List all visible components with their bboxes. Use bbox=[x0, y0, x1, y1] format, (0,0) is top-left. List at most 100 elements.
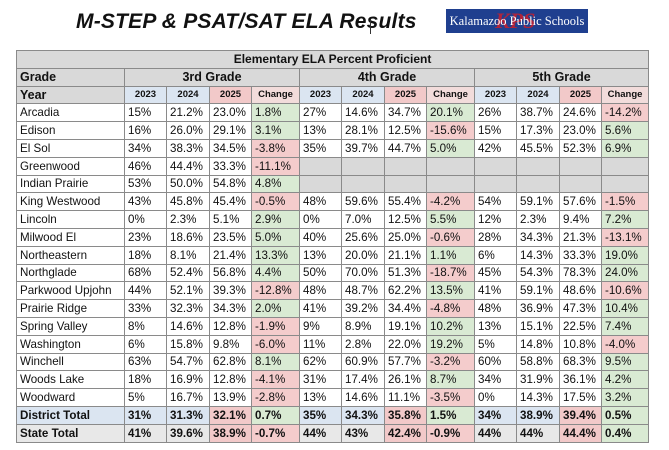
grade-3-header: 3rd Grade bbox=[124, 67, 300, 87]
change-cell: -0.9% bbox=[426, 423, 475, 443]
empty-cell bbox=[559, 174, 602, 194]
change-cell: 3.2% bbox=[600, 388, 650, 407]
school-name: Washington bbox=[16, 334, 125, 354]
table-row: Winchell 63% 54.7% 62.8% 8.1% 62% 60.9% 57.7% -3… bbox=[16, 352, 650, 372]
change-cell: 5.0% bbox=[426, 138, 475, 158]
change-cell: -4.1% bbox=[251, 370, 300, 390]
percent-cell: 13% bbox=[299, 121, 342, 140]
empty-cell bbox=[516, 156, 560, 176]
percent-cell: 41% bbox=[299, 299, 342, 318]
percent-cell: 60% bbox=[474, 352, 517, 372]
percent-cell: 17.5% bbox=[559, 388, 602, 407]
percent-cell: 33% bbox=[124, 299, 167, 318]
percent-cell: 63% bbox=[124, 352, 167, 372]
percent-cell: 23% bbox=[124, 227, 167, 247]
percent-cell: 36.9% bbox=[516, 299, 560, 318]
percent-cell: 2.3% bbox=[166, 210, 210, 229]
percent-cell: 6% bbox=[474, 245, 517, 265]
percent-cell: 53% bbox=[124, 174, 167, 194]
percent-cell: 21.2% bbox=[166, 103, 210, 123]
percent-cell: 43% bbox=[124, 192, 167, 212]
year-column-header: 2025 bbox=[384, 85, 427, 105]
change-cell: 4.2% bbox=[600, 370, 650, 390]
change-cell: -2.8% bbox=[251, 388, 300, 407]
change-cell: -4.2% bbox=[426, 192, 475, 212]
percent-cell: 34.3% bbox=[209, 299, 252, 318]
school-name: District Total bbox=[16, 405, 125, 425]
table-row: Parkwood Upjohn 44% 52.1% 39.3% -12.8% 48% 48.… bbox=[16, 281, 650, 301]
percent-cell: 34.3% bbox=[516, 227, 560, 247]
school-name: Greenwood bbox=[16, 156, 125, 176]
percent-cell: 59.1% bbox=[516, 192, 560, 212]
change-cell: 5.0% bbox=[251, 227, 300, 247]
table-row: Northeastern 18% 8.1% 21.4% 13.3% 13% 20.0% 21.… bbox=[16, 245, 650, 265]
percent-cell: 31.9% bbox=[516, 370, 560, 390]
change-cell: -15.6% bbox=[426, 121, 475, 140]
percent-cell: 44.4% bbox=[166, 156, 210, 176]
percent-cell: 9% bbox=[299, 316, 342, 336]
percent-cell: 34.3% bbox=[341, 405, 385, 425]
empty-cell bbox=[600, 156, 650, 176]
percent-cell: 26.1% bbox=[384, 370, 427, 390]
percent-cell: 27% bbox=[299, 103, 342, 123]
percent-cell: 54% bbox=[474, 192, 517, 212]
percent-cell: 62.2% bbox=[384, 281, 427, 301]
percent-cell: 68.3% bbox=[559, 352, 602, 372]
percent-cell: 5.1% bbox=[209, 210, 252, 229]
percent-cell: 34% bbox=[474, 370, 517, 390]
percent-cell: 39.6% bbox=[166, 423, 210, 443]
change-cell: -6.0% bbox=[251, 334, 300, 354]
change-header: Change bbox=[426, 85, 475, 105]
percent-cell: 14.8% bbox=[516, 334, 560, 354]
year-column-header: 2025 bbox=[209, 85, 252, 105]
percent-cell: 21.4% bbox=[209, 245, 252, 265]
percent-cell: 70.0% bbox=[341, 263, 385, 283]
percent-cell: 26% bbox=[474, 103, 517, 123]
change-cell: -1.9% bbox=[251, 316, 300, 336]
change-cell: -3.2% bbox=[426, 352, 475, 372]
percent-cell: 54.3% bbox=[516, 263, 560, 283]
percent-cell: 15% bbox=[474, 121, 517, 140]
percent-cell: 12.8% bbox=[209, 370, 252, 390]
school-name: Milwood El bbox=[16, 227, 125, 247]
table-row: Indian Prairie 53% 50.0% 54.8% 4.8% bbox=[16, 174, 650, 194]
percent-cell: 13% bbox=[474, 316, 517, 336]
percent-cell: 18% bbox=[124, 245, 167, 265]
school-name: Parkwood Upjohn bbox=[16, 281, 125, 301]
percent-cell: 14.6% bbox=[166, 316, 210, 336]
year-column-header: 2025 bbox=[559, 85, 602, 105]
empty-cell bbox=[600, 174, 650, 194]
percent-cell: 32.3% bbox=[166, 299, 210, 318]
percent-cell: 34% bbox=[124, 138, 167, 158]
percent-cell: 15.8% bbox=[166, 334, 210, 354]
percent-cell: 44% bbox=[474, 423, 517, 443]
percent-cell: 41% bbox=[124, 423, 167, 443]
percent-cell: 34.5% bbox=[209, 138, 252, 158]
percent-cell: 43% bbox=[341, 423, 385, 443]
table-caption: Elementary ELA Percent Proficient bbox=[15, 50, 650, 69]
table-row: Prairie Ridge 33% 32.3% 34.3% 2.0% 41% 39.2% 34… bbox=[16, 299, 650, 318]
percent-cell: 22.0% bbox=[384, 334, 427, 354]
percent-cell: 47.3% bbox=[559, 299, 602, 318]
school-name: Lincoln bbox=[16, 210, 125, 229]
percent-cell: 11.1% bbox=[384, 388, 427, 407]
percent-cell: 8.9% bbox=[341, 316, 385, 336]
percent-cell: 21.1% bbox=[384, 245, 427, 265]
percent-cell: 35.8% bbox=[384, 405, 427, 425]
percent-cell: 46% bbox=[124, 156, 167, 176]
change-cell: 19.0% bbox=[600, 245, 650, 265]
school-name: El Sol bbox=[16, 138, 125, 158]
year-column-header: 2024 bbox=[166, 85, 210, 105]
table-row: Spring Valley 8% 14.6% 12.8% -1.9% 9% 8.9% 19.1… bbox=[16, 316, 650, 336]
change-cell: -13.1% bbox=[600, 227, 650, 247]
change-cell: -14.2% bbox=[600, 103, 650, 123]
table-row: King Westwood 43% 45.8% 45.4% -0.5% 48% 59.6% 5… bbox=[16, 192, 650, 212]
percent-cell: 36.1% bbox=[559, 370, 602, 390]
empty-cell bbox=[426, 156, 475, 176]
percent-cell: 24.6% bbox=[559, 103, 602, 123]
change-cell: 1.1% bbox=[426, 245, 475, 265]
change-cell: 5.5% bbox=[426, 210, 475, 229]
school-name: Prairie Ridge bbox=[16, 299, 125, 318]
percent-cell: 48% bbox=[299, 192, 342, 212]
school-name: Woodward bbox=[16, 388, 125, 407]
